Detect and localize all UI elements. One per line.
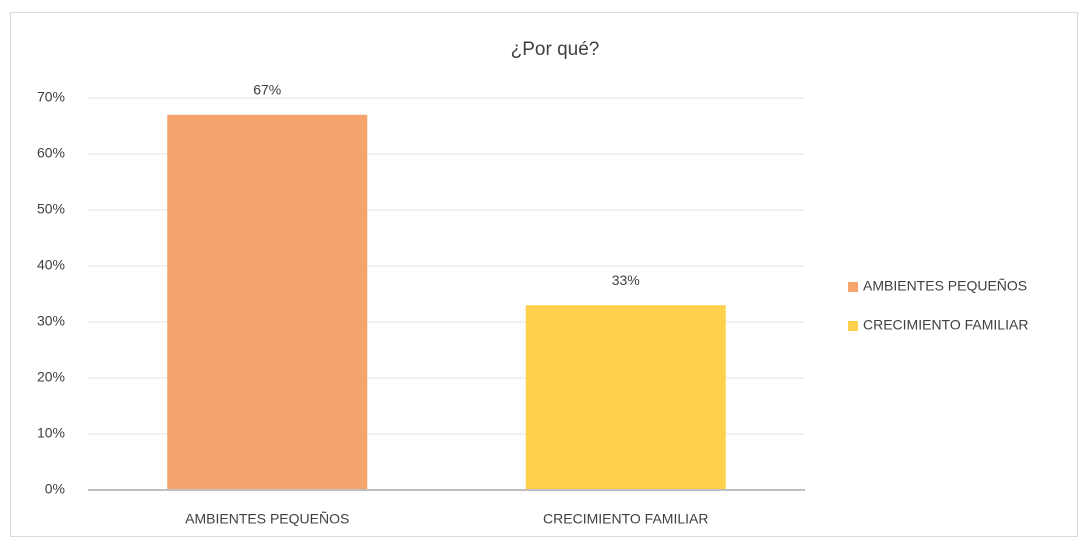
bar <box>167 114 368 491</box>
y-tick-label: 20% <box>37 369 65 385</box>
data-label: 67% <box>253 82 281 98</box>
y-tick-label: 40% <box>37 257 65 273</box>
legend-label: CRECIMIENTO FAMILIAR <box>863 317 1028 333</box>
x-tick-label: AMBIENTES PEQUEÑOS <box>185 511 349 527</box>
bar <box>525 305 726 490</box>
legend-swatch <box>848 282 858 292</box>
y-tick-label: 50% <box>37 201 65 217</box>
y-tick-label: 0% <box>45 481 65 497</box>
y-tick-label: 70% <box>37 89 65 105</box>
y-tick-label: 10% <box>37 425 65 441</box>
y-tick-label: 30% <box>37 313 65 329</box>
chart-title: ¿Por qué? <box>511 39 600 60</box>
data-label: 33% <box>612 272 640 288</box>
x-tick-label: CRECIMIENTO FAMILIAR <box>543 511 708 527</box>
legend-label: AMBIENTES PEQUEÑOS <box>863 278 1027 294</box>
y-tick-label: 60% <box>37 145 65 161</box>
legend-swatch <box>848 321 858 331</box>
